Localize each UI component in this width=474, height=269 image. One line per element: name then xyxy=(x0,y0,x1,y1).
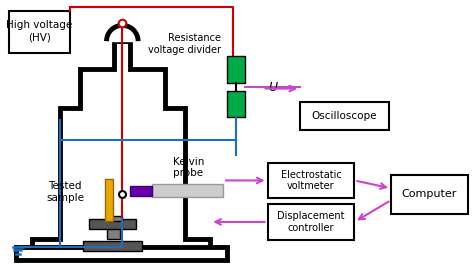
Bar xyxy=(105,179,113,221)
Text: Computer: Computer xyxy=(402,189,457,199)
FancyBboxPatch shape xyxy=(9,10,70,53)
Bar xyxy=(227,56,245,83)
Text: Kelvin
probe: Kelvin probe xyxy=(173,157,204,178)
Bar xyxy=(107,227,120,239)
FancyBboxPatch shape xyxy=(267,163,355,198)
Text: High voltage
(HV): High voltage (HV) xyxy=(6,20,73,42)
Text: Resistance
voltage divider: Resistance voltage divider xyxy=(148,33,221,55)
Bar xyxy=(227,91,245,117)
Text: Displacement
controller: Displacement controller xyxy=(277,211,345,233)
Text: Tested
sample: Tested sample xyxy=(46,182,84,203)
Bar xyxy=(130,186,152,196)
Text: U: U xyxy=(268,81,277,94)
Bar xyxy=(89,219,136,229)
Text: Electrostatic
voltmeter: Electrostatic voltmeter xyxy=(281,170,341,191)
Text: Oscilloscope: Oscilloscope xyxy=(312,111,377,121)
FancyBboxPatch shape xyxy=(300,102,389,130)
FancyBboxPatch shape xyxy=(391,175,468,214)
FancyBboxPatch shape xyxy=(267,204,355,240)
Bar xyxy=(83,241,142,250)
Bar xyxy=(109,216,122,221)
Bar xyxy=(152,184,223,197)
Polygon shape xyxy=(32,41,210,257)
Bar xyxy=(16,247,227,260)
